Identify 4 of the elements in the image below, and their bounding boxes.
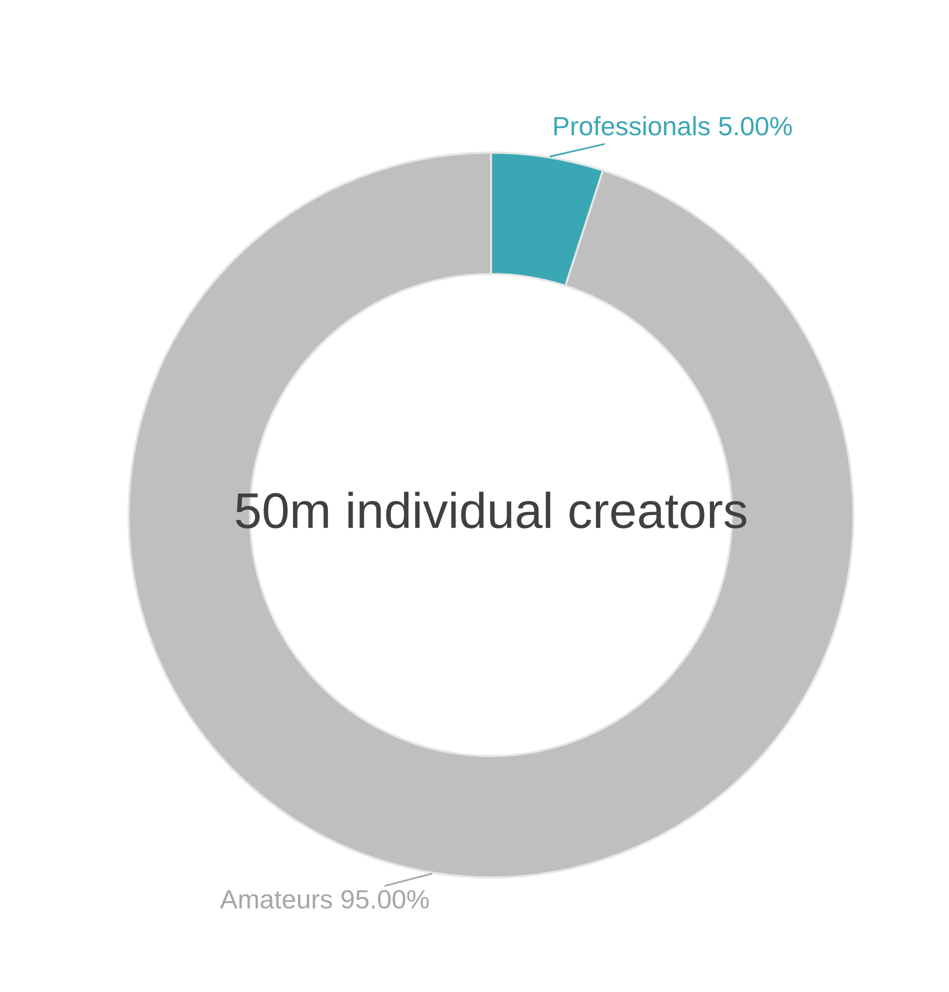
slice-label: Amateurs 95.00% (220, 890, 429, 909)
text: 50m individual creators (236, 492, 746, 528)
slice-label: Professionals 5.00% (554, 116, 792, 136)
donut-slice (128, 152, 854, 878)
